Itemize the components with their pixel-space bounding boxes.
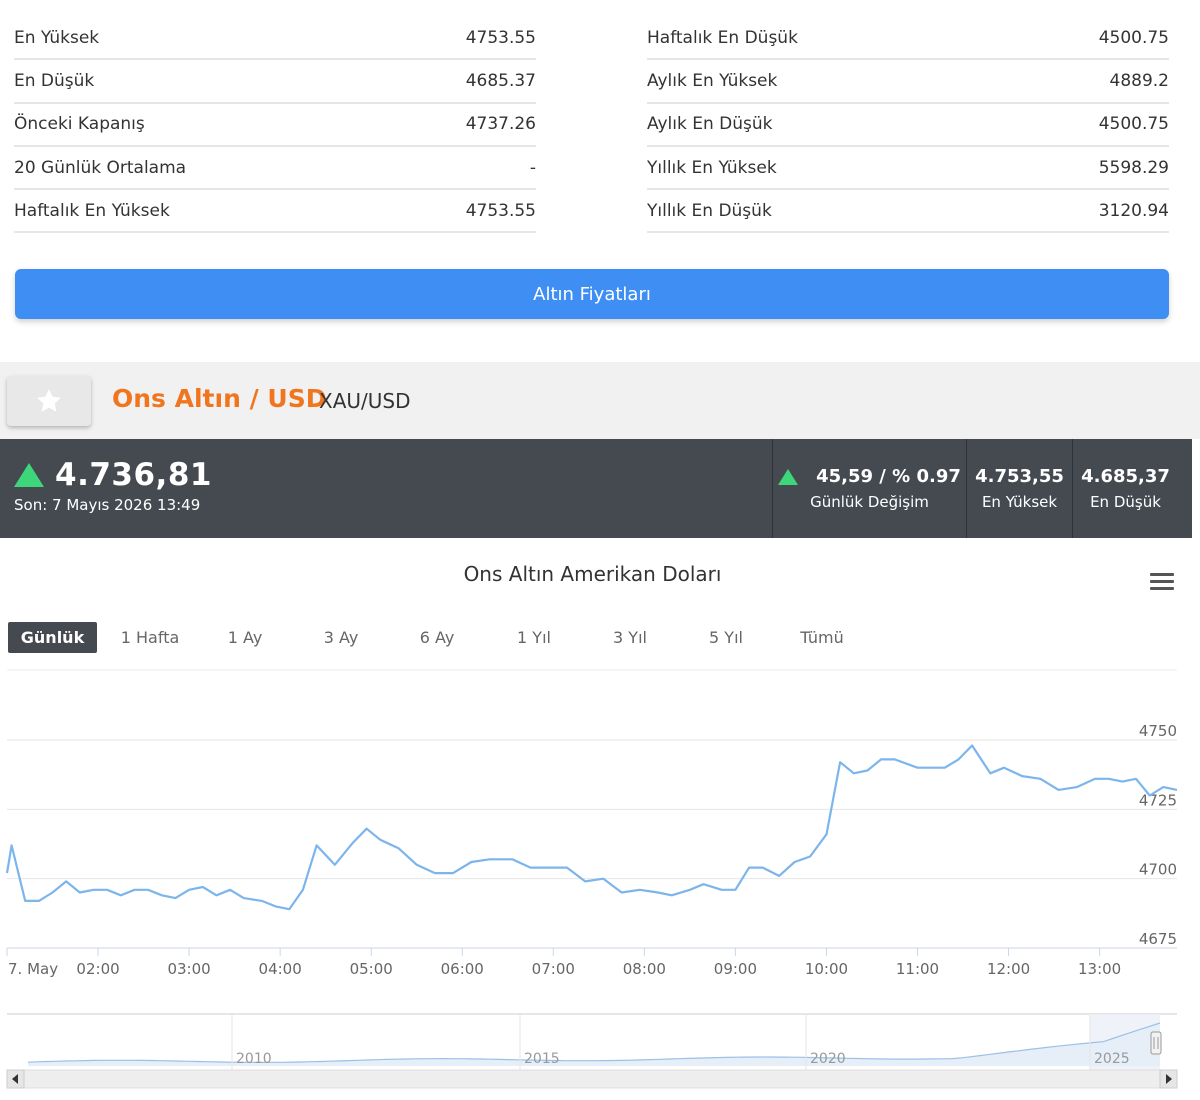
stat-value: 4685.37 bbox=[465, 70, 536, 91]
x-tick-label: 10:00 bbox=[805, 960, 848, 978]
x-tick-label: 11:00 bbox=[896, 960, 939, 978]
stats-panel: En Yüksek 4753.55 En Düşük 4685.37 Öncek… bbox=[0, 0, 1190, 362]
navigator-tick-label: 2025 bbox=[1094, 1051, 1130, 1067]
stat-value: 4500.75 bbox=[1098, 114, 1169, 135]
range-button-6month[interactable]: 6 Ay bbox=[419, 628, 455, 647]
stats-column-right: Haftalık En Düşük 4500.75 Aylık En Yükse… bbox=[647, 17, 1169, 234]
stats-column-left: En Yüksek 4753.55 En Düşük 4685.37 Öncek… bbox=[14, 17, 536, 234]
stat-row-yearly-high: Yıllık En Yüksek 5598.29 bbox=[647, 147, 1169, 191]
up-arrow-icon bbox=[14, 463, 44, 487]
stat-row-low: En Düşük 4685.37 bbox=[14, 60, 536, 104]
stat-value: 4889.2 bbox=[1109, 70, 1169, 91]
x-tick-label: 07:00 bbox=[532, 960, 575, 978]
x-tick-label: 13:00 bbox=[1078, 960, 1121, 978]
daily-change-cell: 45,59 / % 0.97 Günlük Değişim bbox=[772, 439, 966, 538]
chevron-left-icon bbox=[12, 1074, 18, 1084]
chart-title: Ons Altın Amerikan Doları bbox=[463, 562, 722, 586]
navigator-line bbox=[27, 1022, 1161, 1063]
price-banner: 4.736,81 Son: 7 Mayıs 2026 13:49 45,59 /… bbox=[0, 439, 1192, 538]
chart-scrollbar[interactable] bbox=[6, 1069, 1178, 1089]
range-button-1month[interactable]: 1 Ay bbox=[227, 628, 263, 647]
stat-value: - bbox=[529, 157, 536, 178]
y-axis-labels: 4675 4700 4725 4750 bbox=[1139, 722, 1177, 948]
range-button-3year[interactable]: 3 Yıl bbox=[613, 628, 647, 647]
x-tick-label: 12:00 bbox=[987, 960, 1030, 978]
stat-label: Haftalık En Düşük bbox=[647, 27, 798, 48]
stat-value: 3120.94 bbox=[1098, 200, 1169, 221]
instrument-symbol: XAU/USD bbox=[319, 389, 411, 413]
navigator-tick-label: 2010 bbox=[236, 1051, 272, 1067]
x-tick-label: 7. May bbox=[8, 960, 58, 978]
gold-prices-button[interactable]: Altın Fiyatları bbox=[15, 269, 1169, 319]
range-button-all[interactable]: Tümü bbox=[800, 628, 844, 647]
stat-row-weekly-low: Haftalık En Düşük 4500.75 bbox=[647, 17, 1169, 61]
daily-change-label: Günlük Değişim bbox=[810, 493, 929, 511]
day-high-cell: 4.753,55 En Yüksek bbox=[966, 439, 1072, 538]
y-tick-label: 4750 bbox=[1139, 722, 1177, 740]
hamburger-menu-icon[interactable] bbox=[1150, 573, 1174, 592]
stat-row-yearly-low: Yıllık En Düşük 3120.94 bbox=[647, 190, 1169, 234]
stat-label: Aylık En Yüksek bbox=[647, 70, 778, 91]
navigator-area bbox=[28, 1023, 1160, 1066]
stat-label: En Yüksek bbox=[14, 27, 100, 48]
range-button-daily[interactable]: Günlük bbox=[8, 622, 97, 653]
up-arrow-icon bbox=[778, 468, 799, 485]
star-icon bbox=[37, 389, 61, 412]
navigator-axis-labels: 2010 2015 2020 2025 bbox=[231, 1014, 1130, 1070]
day-low-value: 4.685,37 bbox=[1081, 466, 1170, 487]
stat-row-high: En Yüksek 4753.55 bbox=[14, 17, 536, 61]
stat-label: Yıllık En Yüksek bbox=[647, 157, 777, 178]
stat-label: 20 Günlük Ortalama bbox=[14, 157, 187, 178]
stat-value: 4753.55 bbox=[465, 27, 536, 48]
stat-label: Yıllık En Düşük bbox=[647, 200, 772, 221]
daily-change-value: 45,59 / % 0.97 bbox=[816, 466, 961, 487]
day-high-label: En Yüksek bbox=[981, 493, 1058, 511]
x-tick-label: 06:00 bbox=[441, 960, 484, 978]
day-low-label: En Düşük bbox=[1090, 493, 1161, 511]
chart-gridlines bbox=[7, 669, 1177, 949]
price-value: 4.736,81 bbox=[55, 457, 212, 493]
x-tick-label: 05:00 bbox=[350, 960, 393, 978]
stat-value: 4500.75 bbox=[1098, 27, 1169, 48]
navigator-handle[interactable] bbox=[1150, 1031, 1162, 1055]
y-tick-label: 4700 bbox=[1139, 861, 1177, 879]
stat-label: Önceki Kapanış bbox=[14, 114, 145, 135]
stat-label: En Düşük bbox=[14, 70, 95, 91]
y-tick-label: 4675 bbox=[1139, 930, 1177, 948]
x-axis-labels: 7. May 02:00 03:00 04:00 05:00 06:00 07:00 08:0… bbox=[6, 947, 1177, 978]
chevron-right-icon bbox=[1166, 1074, 1172, 1084]
stat-row-monthly-low: Aylık En Düşük 4500.75 bbox=[647, 104, 1169, 147]
stat-row-prev-close: Önceki Kapanış 4737.26 bbox=[14, 104, 536, 147]
stat-value: 4737.26 bbox=[465, 114, 536, 135]
stat-row-weekly-high: Haftalık En Yüksek 4753.55 bbox=[14, 190, 536, 234]
navigator-tick-label: 2020 bbox=[810, 1051, 846, 1067]
range-button-1year[interactable]: 1 Yıl bbox=[517, 628, 551, 647]
range-button-5year[interactable]: 5 Yıl bbox=[709, 628, 743, 647]
price-series-line bbox=[5, 744, 1178, 911]
x-tick-label: 03:00 bbox=[167, 960, 210, 978]
stat-value: 5598.29 bbox=[1098, 157, 1169, 178]
instrument-header: Ons Altın / USD XAU/USD bbox=[0, 362, 1200, 439]
instrument-name: Ons Altın / USD bbox=[112, 384, 327, 413]
day-low-cell: 4.685,37 En Düşük bbox=[1072, 439, 1178, 538]
stat-label: Haftalık En Yüksek bbox=[14, 200, 170, 221]
y-tick-label: 4725 bbox=[1139, 791, 1177, 809]
favorite-button[interactable] bbox=[7, 376, 91, 426]
day-high-value: 4.753,55 bbox=[975, 466, 1064, 487]
current-price: 4.736,81 bbox=[14, 457, 212, 493]
range-button-1week[interactable]: 1 Hafta bbox=[120, 628, 180, 647]
x-tick-label: 08:00 bbox=[623, 960, 666, 978]
last-update-time: Son: 7 Mayıs 2026 13:49 bbox=[14, 496, 201, 514]
x-tick-label: 04:00 bbox=[259, 960, 302, 978]
x-tick-label: 02:00 bbox=[76, 960, 119, 978]
range-button-3month[interactable]: 3 Ay bbox=[323, 628, 359, 647]
chart-navigator[interactable]: 2010 2015 2020 2025 bbox=[7, 1013, 1177, 1070]
stat-row-monthly-high: Aylık En Yüksek 4889.2 bbox=[647, 60, 1169, 104]
x-tick-label: 09:00 bbox=[714, 960, 757, 978]
price-chart[interactable]: 4675 4700 4725 4750 7. May 02:00 03:00 04:00 05… bbox=[0, 668, 1200, 1100]
stat-value: 4753.55 bbox=[465, 200, 536, 221]
stat-label: Aylık En Düşük bbox=[647, 114, 773, 135]
navigator-tick-label: 2015 bbox=[524, 1051, 560, 1067]
stat-row-20day-avg: 20 Günlük Ortalama - bbox=[14, 147, 536, 191]
